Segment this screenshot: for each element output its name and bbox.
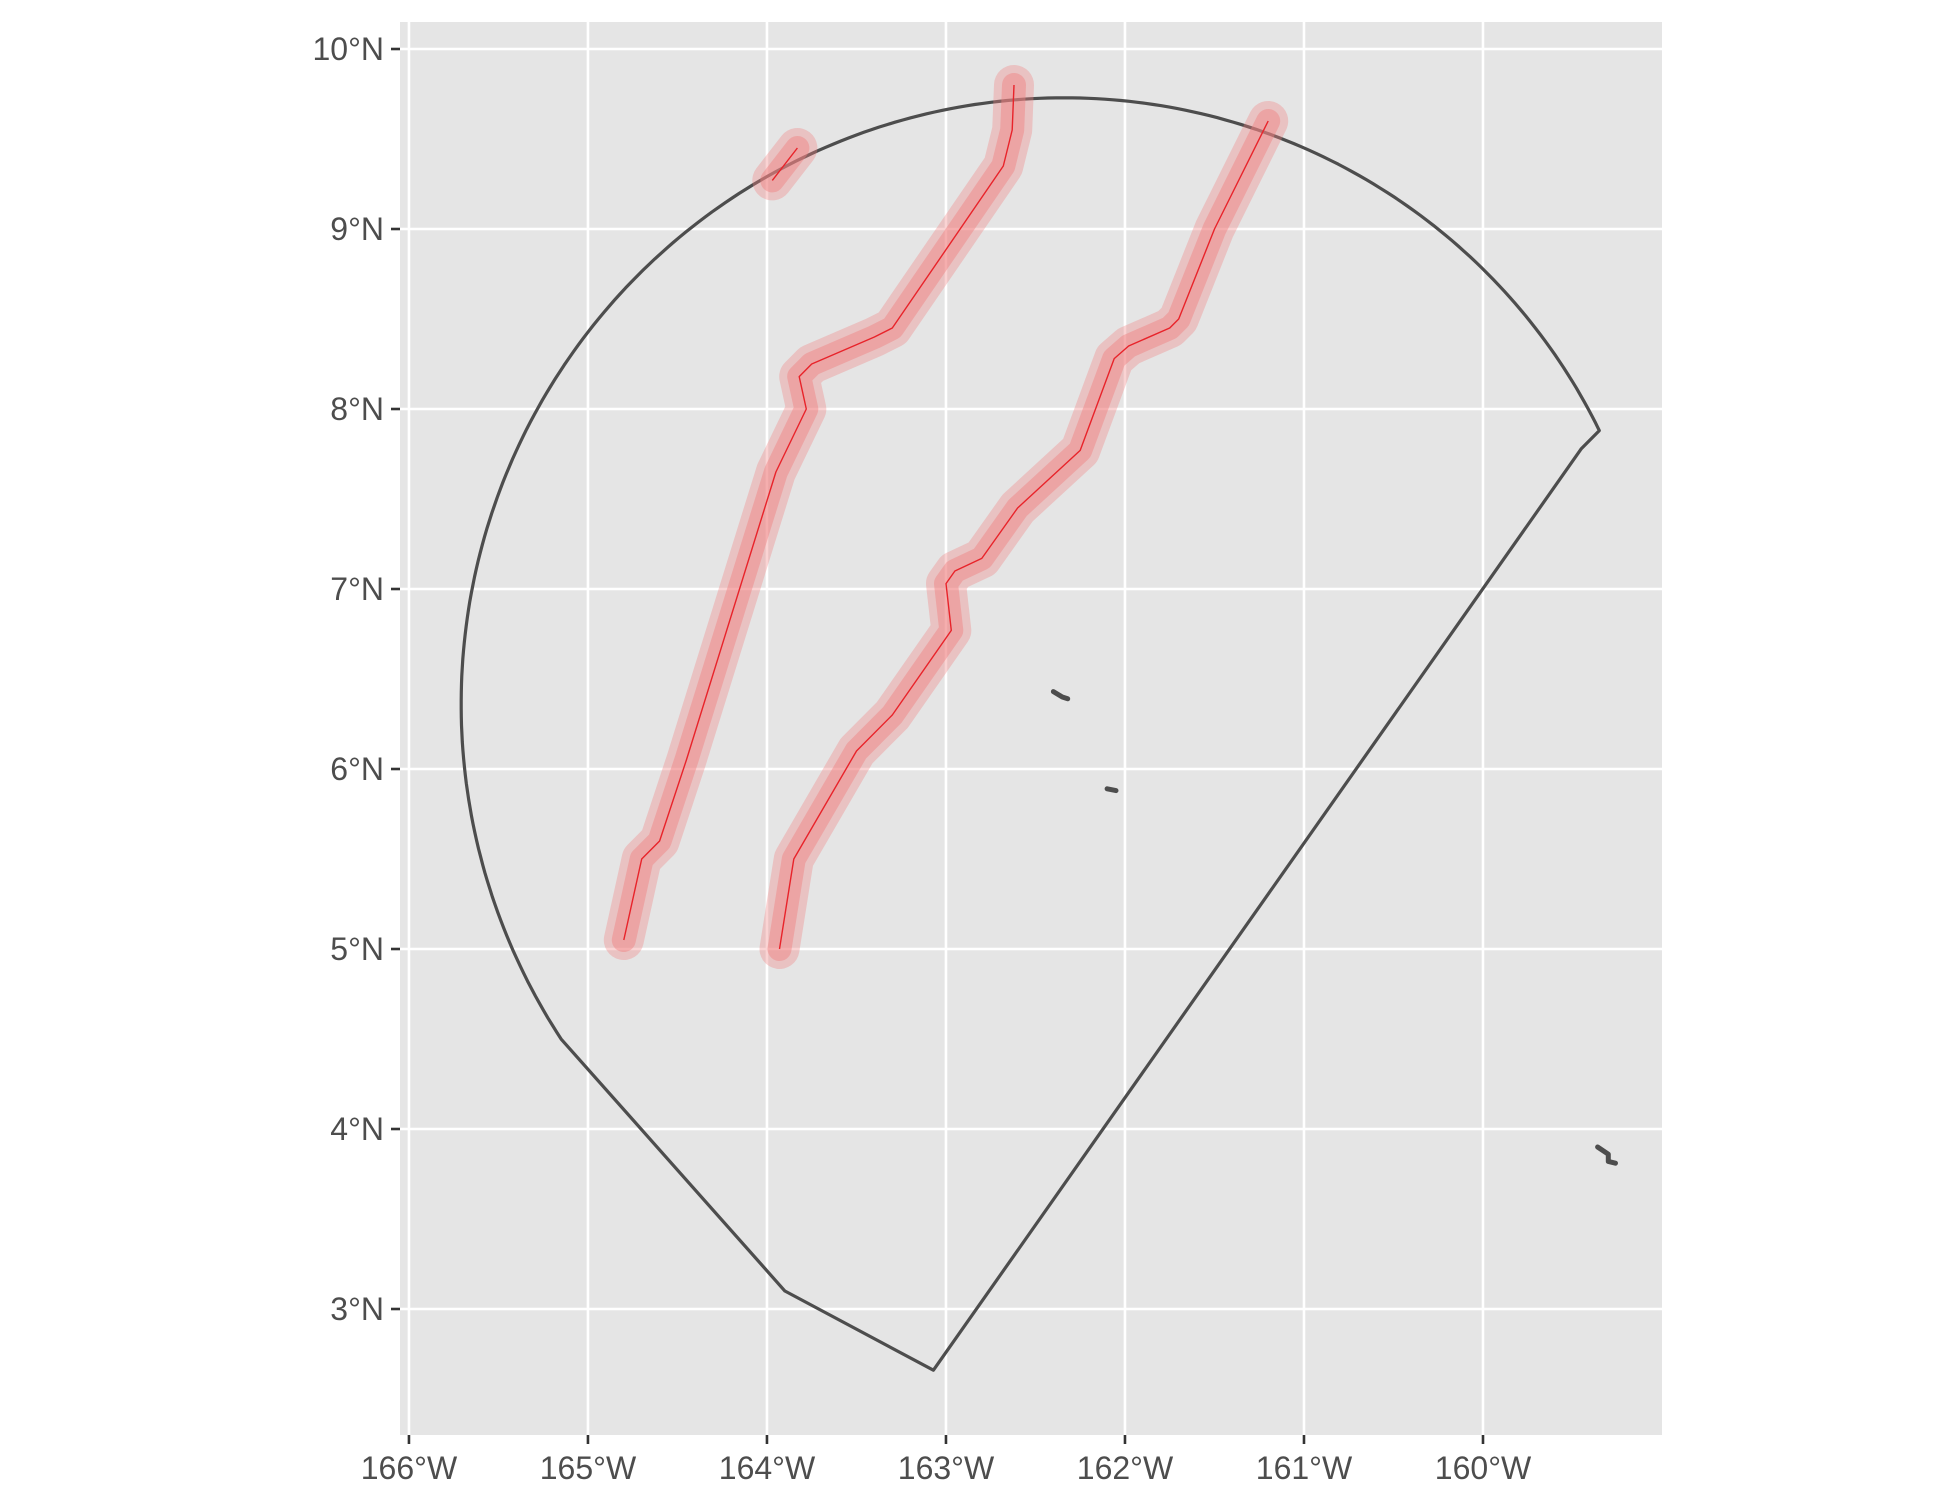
y-tick-label: 3°N bbox=[330, 1291, 384, 1327]
graticule bbox=[400, 22, 1662, 1435]
y-tick-label: 8°N bbox=[330, 391, 384, 427]
island-shape bbox=[1104, 786, 1119, 794]
panel-background bbox=[400, 22, 1662, 1435]
island-shape bbox=[1050, 689, 1071, 702]
x-tick-label: 166°W bbox=[361, 1450, 458, 1486]
x-tick-label: 165°W bbox=[540, 1450, 637, 1486]
x-tick-label: 163°W bbox=[898, 1450, 995, 1486]
track-line bbox=[771, 147, 798, 181]
y-tick-label: 5°N bbox=[330, 931, 384, 967]
track-line bbox=[778, 120, 1269, 950]
track-line bbox=[623, 84, 1015, 941]
islands bbox=[1050, 689, 1618, 1166]
y-tick-label: 4°N bbox=[330, 1111, 384, 1147]
x-tick-label: 164°W bbox=[719, 1450, 816, 1486]
x-tick-label: 160°W bbox=[1435, 1450, 1532, 1486]
y-tick-label: 10°N bbox=[313, 31, 385, 67]
x-tick-label: 161°W bbox=[1256, 1450, 1353, 1486]
y-tick-label: 7°N bbox=[330, 571, 384, 607]
y-tick-label: 6°N bbox=[330, 751, 384, 787]
x-tick-label: 162°W bbox=[1077, 1450, 1174, 1486]
y-tick-label: 9°N bbox=[330, 211, 384, 247]
axes: 166°W 165°W 164°W 163°W 162°W 161°W 160°W 3°N 4°… bbox=[313, 31, 1532, 1486]
island-shape bbox=[1595, 1144, 1618, 1166]
survey-tracks bbox=[603, 65, 1289, 969]
